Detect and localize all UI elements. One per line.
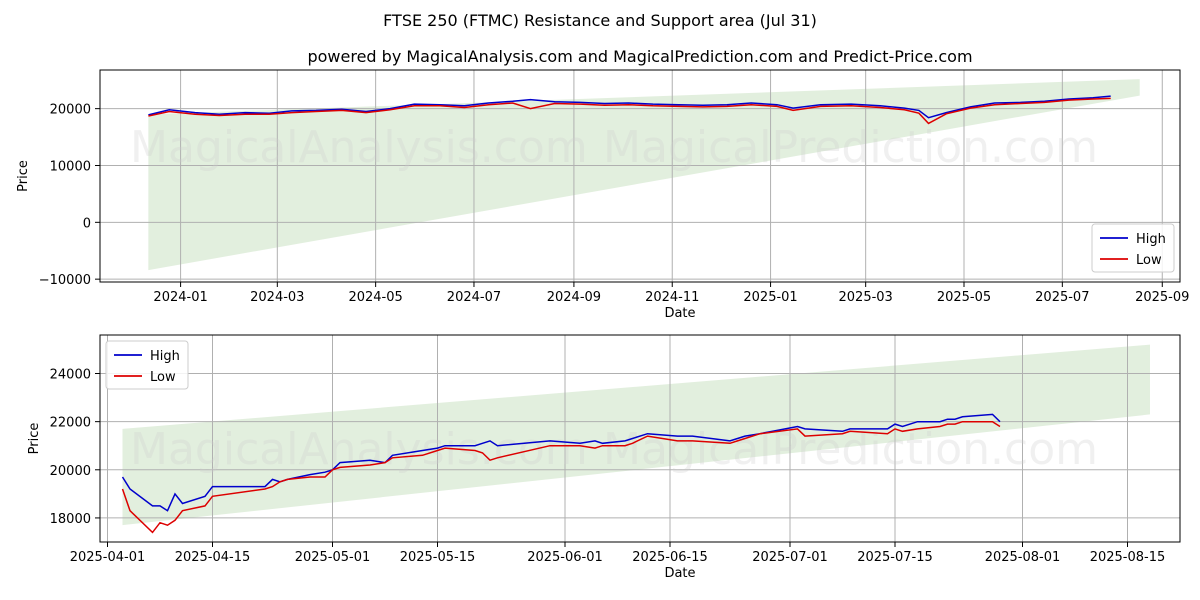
x-tick-label: 2024-05 [348,290,402,305]
series-line-low [121,420,1001,534]
watermark-text: MagicalPrediction.com [603,424,1098,475]
legend-label-high: High [1136,232,1166,247]
y-tick-label: 20000 [50,464,91,479]
y-tick-label: 24000 [50,368,91,383]
x-tick-label: 2025-01 [743,290,797,305]
legend-label-high: High [150,349,180,364]
top-chart: 2024-01 2024-03 2024-05 2024-07 2024-09 2024-… [16,69,1189,321]
x-axis-label: Date [664,306,695,321]
x-tick-label: 2025-09 [1135,290,1189,305]
y-axis-label: Price [27,423,42,455]
legend: High Low [1091,223,1175,273]
x-tick-label: 2025-08-01 [985,550,1061,565]
legend-box [1091,223,1175,273]
series-line-high [121,413,1001,512]
x-tick-label: 2025-07-15 [857,550,933,565]
bottom-chart: 2025-04-01 2025-04-15 2025-05-01 2025-05-15… [27,334,1181,581]
y-tick-label: 22000 [50,416,91,431]
x-tick-label: 2025-05-01 [295,550,371,565]
y-tick-label: 20000 [50,103,91,118]
chart-subtitle: powered by MagicalAnalysis.com and Magic… [307,47,972,66]
x-tick-label: 2025-08-15 [1090,550,1166,565]
x-tick-label: 2025-05-15 [400,550,476,565]
series-line-high [148,95,1111,119]
y-tick-label: 18000 [50,512,91,527]
x-tick-label: 2024-03 [250,290,304,305]
watermark-text: MagicalAnalysis.com [130,122,588,173]
x-tick-label: 2024-09 [547,290,601,305]
x-tick-label: 2025-07-01 [752,550,828,565]
x-tick-label: 2025-06-01 [527,550,603,565]
x-tick-label: 2025-03 [839,290,893,305]
legend-box [105,340,189,390]
resistance-support-band [122,344,1150,526]
legend-label-low: Low [1136,253,1162,268]
x-tick-label: 2025-05 [937,290,991,305]
chart-title: FTSE 250 (FTMC) Resistance and Support a… [383,11,817,30]
x-tick-label: 2025-04-01 [70,550,146,565]
resistance-support-band [148,79,1140,271]
x-tick-label: 2024-01 [153,290,207,305]
x-tick-label: 2025-07 [1035,290,1089,305]
x-tick-label: 2025-04-15 [175,550,251,565]
x-tick-label: 2024-11 [645,290,699,305]
watermark-text: MagicalAnalysis.com [130,424,588,475]
x-axis-label: Date [664,566,695,581]
y-tick-label: 10000 [50,159,91,174]
legend-label-low: Low [150,370,176,385]
y-tick-label: 0 [83,216,91,231]
series-line-low [148,97,1111,125]
legend: High Low [105,340,189,390]
plot-frame [99,69,1181,283]
plot-frame [99,334,1181,543]
watermark-text: MagicalPrediction.com [603,122,1098,173]
y-axis-label: Price [16,160,31,192]
y-tick-label: −10000 [39,273,91,288]
x-tick-label: 2024-07 [447,290,501,305]
x-tick-label: 2025-06-15 [632,550,708,565]
